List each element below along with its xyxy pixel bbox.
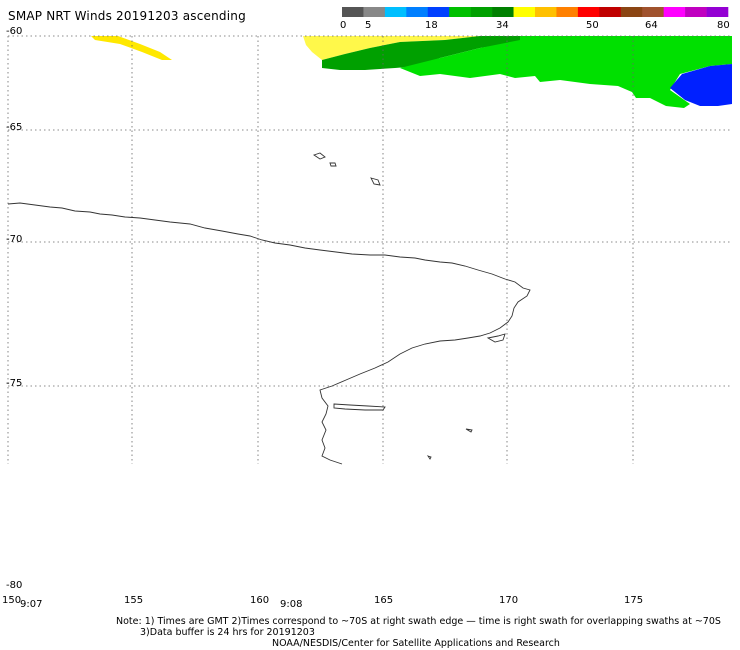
lon-label-160: 160 — [250, 595, 270, 606]
colorbar-segment — [599, 7, 622, 17]
island-5 — [426, 455, 432, 460]
time-label-left: 9:07 — [20, 599, 43, 610]
lat-label-60: -60 — [6, 26, 23, 37]
colorbar-label-64: 64 — [645, 20, 658, 31]
colorbar-svg — [342, 7, 729, 17]
colorbar-segment — [449, 7, 471, 17]
lon-label-155: 155 — [124, 595, 144, 606]
coastline-inlet — [486, 333, 506, 343]
colorbar-segment — [470, 7, 493, 17]
colorbar-segment — [492, 7, 514, 17]
map-title: SMAP NRT Winds 20191203 ascending — [8, 9, 246, 23]
colorbar-segment — [406, 7, 429, 17]
colorbar-segment — [685, 7, 707, 17]
colorbar-segment — [706, 7, 729, 17]
colorbar-label-18: 18 — [425, 20, 438, 31]
lon-label-170: 170 — [499, 595, 519, 606]
island-4 — [465, 428, 473, 433]
colorbar-segment — [663, 7, 686, 17]
coastline-shelf — [333, 403, 386, 411]
graticule — [7, 35, 732, 464]
colorbar-segment — [513, 7, 536, 17]
colorbar-segment — [577, 7, 600, 17]
colorbar-segment — [427, 7, 450, 17]
colorbar-segment — [535, 7, 557, 17]
island-3 — [370, 177, 381, 186]
island-1 — [312, 152, 326, 160]
island-2 — [329, 162, 337, 167]
colorbar-label-80: 80 — [717, 20, 730, 31]
colorbar-label-34: 34 — [496, 20, 509, 31]
lon-label-175: 175 — [624, 595, 644, 606]
colorbar-label-5: 5 — [365, 20, 372, 31]
lat-label-70: -70 — [6, 234, 23, 245]
swath-blue — [670, 64, 732, 106]
colorbar-segment — [384, 7, 407, 17]
swath-yellow-left — [91, 36, 172, 60]
wind-swath — [91, 36, 732, 108]
lat-label-65: -65 — [6, 122, 23, 133]
swath-yellow-top — [303, 36, 480, 60]
coastline — [7, 152, 531, 465]
swath-green — [400, 36, 732, 108]
colorbar-segment — [642, 7, 664, 17]
time-label-center: 9:08 — [280, 599, 303, 610]
colorbar-segment — [556, 7, 579, 17]
lon-label-165: 165 — [374, 595, 394, 606]
note-line-3: NOAA/NESDIS/Center for Satellite Applica… — [272, 638, 560, 649]
note-line-2: 3)Data buffer is 24 hrs for 20191203 — [140, 627, 315, 638]
colorbar-label-0: 0 — [340, 20, 347, 31]
coastline-main — [7, 202, 531, 465]
note-line-1: Note: 1) Times are GMT 2)Times correspon… — [116, 616, 721, 627]
lat-label-75: -75 — [6, 378, 23, 389]
lat-label-80: -80 — [6, 580, 23, 591]
colorbar-segment — [342, 7, 364, 17]
colorbar-segment — [620, 7, 643, 17]
lon-label-150: 150 — [2, 595, 22, 606]
colorbar-label-50: 50 — [586, 20, 599, 31]
colorbar-segment — [363, 7, 386, 17]
swath-dark-green — [322, 36, 520, 70]
